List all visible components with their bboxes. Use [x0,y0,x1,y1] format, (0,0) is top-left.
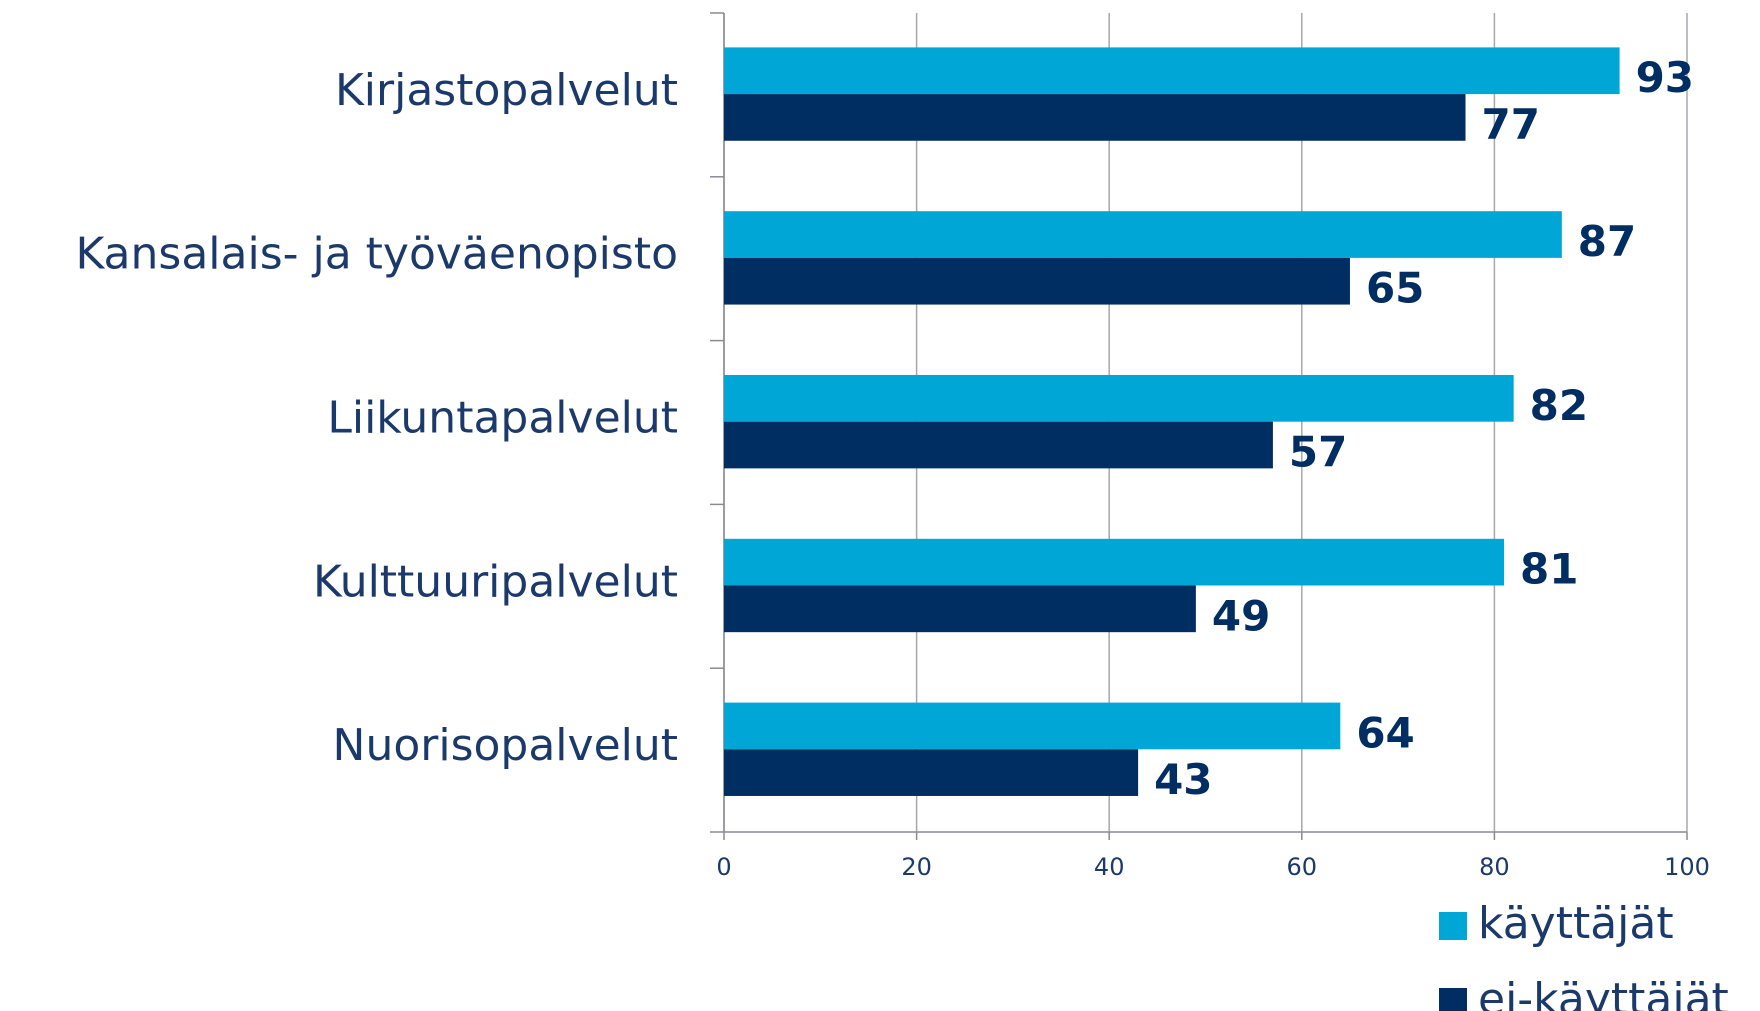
x-tick-label: 60 [1287,853,1318,881]
legend-label: ei-käyttäjät [1478,974,1729,1011]
y-tick-label: Kansalais- ja työväenopisto [75,229,678,280]
y-tick-label: Liikuntapalvelut [327,393,678,444]
value-label: 57 [1289,428,1347,477]
bar [724,374,1514,422]
value-label: 87 [1578,217,1636,266]
value-label: 93 [1636,53,1694,102]
legend-label: käyttäjät [1478,898,1674,949]
x-tick-label: 0 [716,853,731,881]
legend-swatch [1439,912,1467,940]
x-tick-label: 20 [901,853,932,881]
value-label: 64 [1356,708,1414,757]
bar [724,47,1620,95]
bar [724,749,1139,796]
bar [724,421,1273,469]
bar [724,257,1350,305]
x-tick-label: 80 [1479,853,1510,881]
bar [724,211,1562,258]
bar [724,94,1466,141]
value-label: 77 [1482,100,1540,149]
value-label: 49 [1212,591,1270,640]
value-label: 43 [1154,755,1212,804]
bar [724,585,1196,633]
value-label: 81 [1520,545,1578,594]
y-tick-label: Kulttuuripalvelut [313,556,678,607]
bar [724,702,1341,750]
value-label: 82 [1530,381,1588,430]
y-tick-label: Kirjastopalvelut [335,65,678,116]
value-label: 65 [1366,264,1424,313]
x-tick-label: 40 [1094,853,1125,881]
bar [724,538,1505,586]
legend-swatch [1439,988,1467,1011]
y-tick-label: Nuorisopalvelut [333,720,678,771]
x-tick-label: 100 [1664,853,1710,881]
